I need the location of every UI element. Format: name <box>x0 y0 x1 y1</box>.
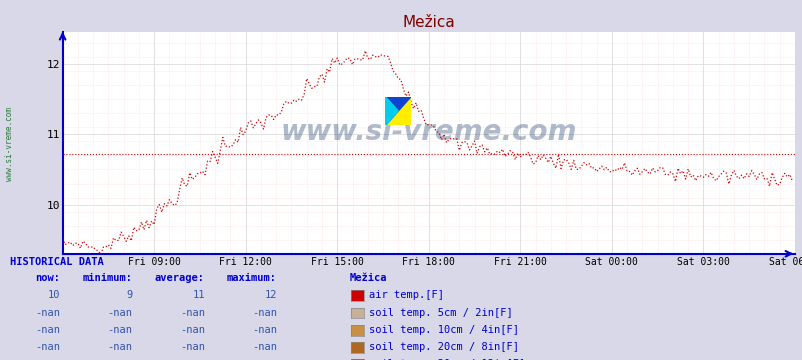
Text: -nan: -nan <box>252 325 277 335</box>
Text: air temp.[F]: air temp.[F] <box>368 290 443 300</box>
Text: -nan: -nan <box>35 307 60 318</box>
Text: soil temp. 10cm / 4in[F]: soil temp. 10cm / 4in[F] <box>368 325 518 335</box>
Text: -nan: -nan <box>252 342 277 352</box>
Text: soil temp. 20cm / 8in[F]: soil temp. 20cm / 8in[F] <box>368 342 518 352</box>
Text: now:: now: <box>35 273 60 283</box>
Text: -nan: -nan <box>35 325 60 335</box>
Title: Mežica: Mežica <box>402 15 455 30</box>
Text: 9: 9 <box>126 290 132 300</box>
Text: soil temp. 30cm / 12in[F]: soil temp. 30cm / 12in[F] <box>368 359 525 360</box>
Polygon shape <box>385 96 411 125</box>
Text: www.si-vreme.com: www.si-vreme.com <box>280 118 577 146</box>
Text: -nan: -nan <box>107 359 132 360</box>
Text: 11: 11 <box>192 290 205 300</box>
Text: -nan: -nan <box>180 342 205 352</box>
Text: Mežica: Mežica <box>349 273 387 283</box>
Text: -nan: -nan <box>107 307 132 318</box>
Text: HISTORICAL DATA: HISTORICAL DATA <box>10 257 103 267</box>
Polygon shape <box>385 96 398 125</box>
Text: 10: 10 <box>47 290 60 300</box>
Text: maximum:: maximum: <box>227 273 277 283</box>
Text: average:: average: <box>155 273 205 283</box>
Text: -nan: -nan <box>252 359 277 360</box>
Text: -nan: -nan <box>35 342 60 352</box>
Text: 12: 12 <box>264 290 277 300</box>
Text: -nan: -nan <box>180 325 205 335</box>
Text: minimum:: minimum: <box>83 273 132 283</box>
Polygon shape <box>385 96 411 125</box>
Text: soil temp. 5cm / 2in[F]: soil temp. 5cm / 2in[F] <box>368 307 512 318</box>
Text: -nan: -nan <box>180 359 205 360</box>
Text: -nan: -nan <box>252 307 277 318</box>
Text: -nan: -nan <box>180 307 205 318</box>
Text: -nan: -nan <box>35 359 60 360</box>
Text: -nan: -nan <box>107 325 132 335</box>
Text: -nan: -nan <box>107 342 132 352</box>
Text: www.si-vreme.com: www.si-vreme.com <box>5 107 14 181</box>
